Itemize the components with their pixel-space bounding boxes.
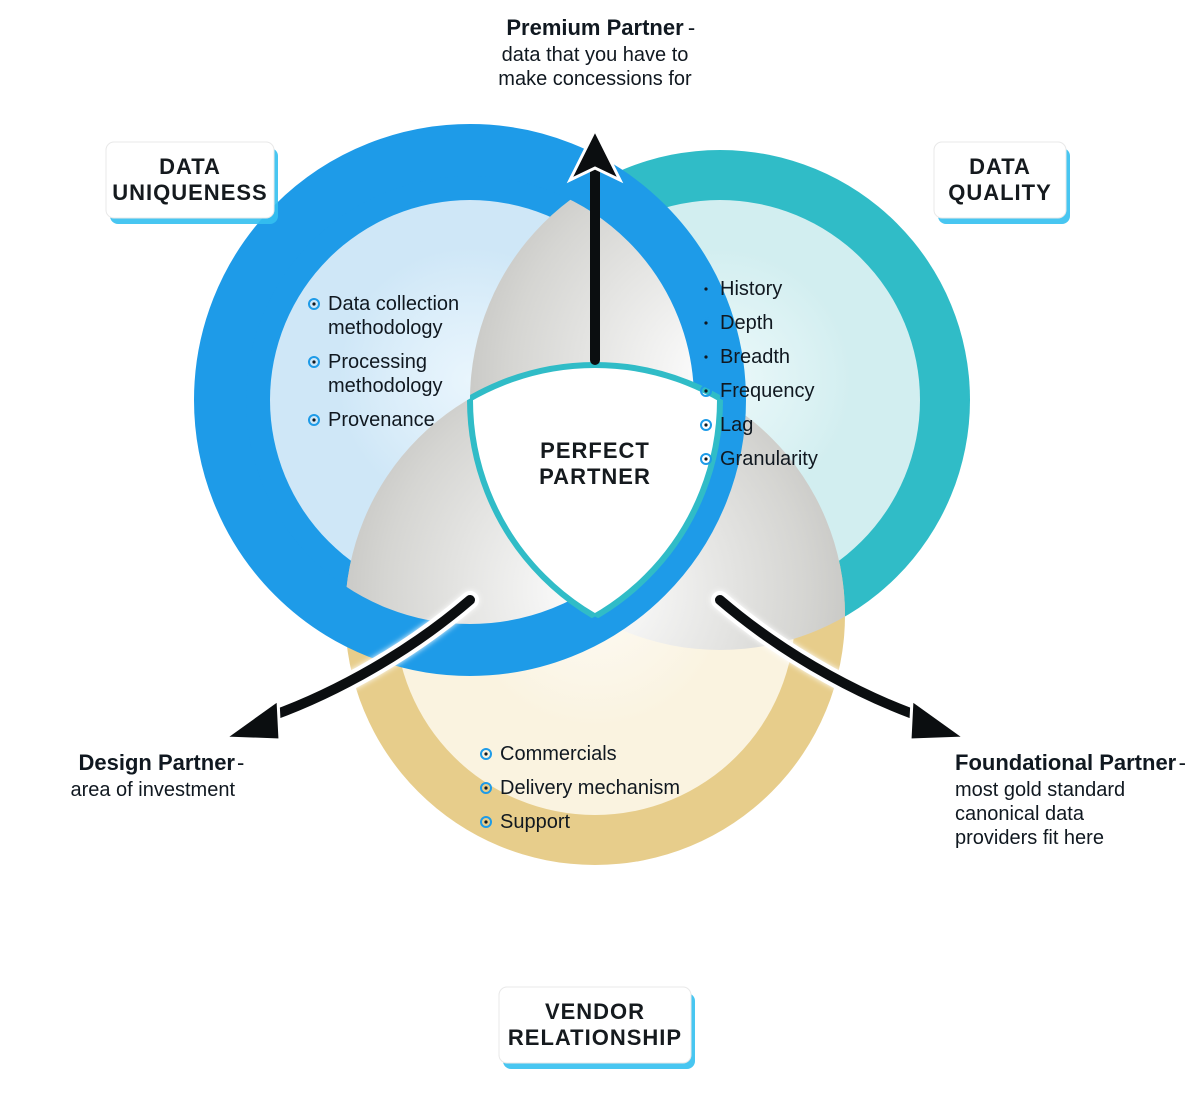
bullet-text: Commercials	[500, 743, 617, 765]
bullet-text: Provenance	[328, 409, 435, 431]
callout-title: Foundational Partner	[955, 750, 1177, 775]
callout-title: Premium Partner	[506, 15, 684, 40]
badge-label: DATA	[969, 154, 1031, 179]
badge-label: QUALITY	[948, 180, 1052, 205]
bullet-text: Support	[500, 811, 570, 833]
svg-text:-: -	[1179, 750, 1186, 775]
svg-text:-: -	[237, 750, 244, 775]
bullet-text: Depth	[720, 312, 773, 334]
bullet-text: Frequency	[720, 380, 815, 402]
bullet-text: Data collection	[328, 293, 459, 315]
bullet-text: Delivery mechanism	[500, 777, 680, 799]
callout-desc: providers fit here	[955, 827, 1104, 849]
callout-title: Design Partner	[79, 750, 236, 775]
badge-label: DATA	[159, 154, 221, 179]
bullet-text: Lag	[720, 414, 753, 436]
bullet-text: methodology	[328, 317, 443, 339]
arrow-head-icon	[225, 700, 280, 740]
callout-desc: make concessions for	[498, 68, 692, 90]
callout-desc: area of investment	[70, 779, 235, 801]
bullet-text: Granularity	[720, 448, 818, 470]
bullet-text: Breadth	[720, 346, 790, 368]
badge-label: UNIQUENESS	[112, 180, 267, 205]
callout-desc: most gold standard	[955, 779, 1125, 801]
bullet-text: methodology	[328, 375, 443, 397]
arrow-head-icon	[910, 700, 965, 740]
bullet-text: History	[720, 278, 782, 300]
svg-text:-: -	[688, 15, 695, 40]
center-label: PARTNER	[539, 464, 651, 489]
center-label: PERFECT	[540, 438, 650, 463]
bullet-text: Processing	[328, 351, 427, 373]
badge-label: RELATIONSHIP	[508, 1025, 682, 1050]
badge-label: VENDOR	[545, 999, 645, 1024]
callout-desc: canonical data	[955, 803, 1085, 825]
callout-desc: data that you have to	[502, 44, 689, 66]
